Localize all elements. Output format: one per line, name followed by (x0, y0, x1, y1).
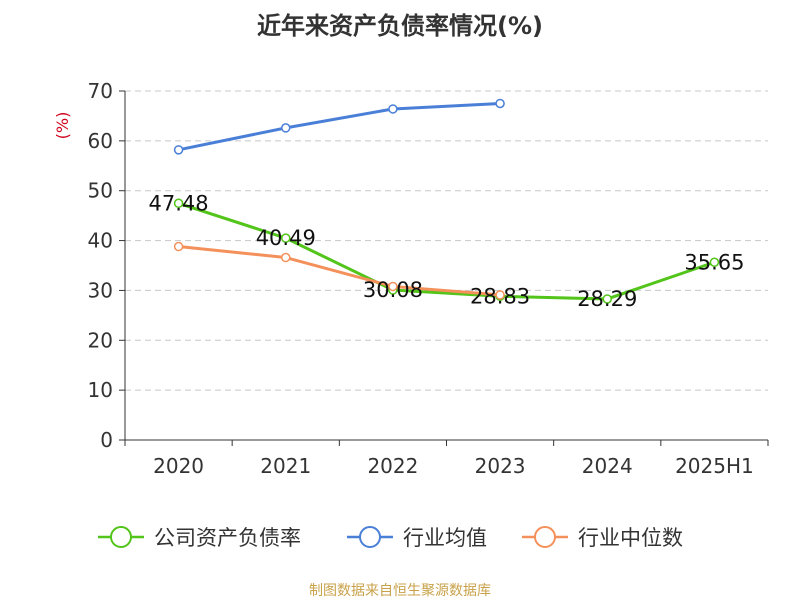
legend-item[interactable]: 行业均值 (347, 526, 487, 550)
chart-title: 近年来资产负债率情况(%) (257, 12, 543, 40)
data-label: 40.49 (256, 226, 316, 250)
data-point (281, 233, 291, 243)
data-labels: 47.48 40.49 30.08 28.83 28.29 35.65 (149, 191, 745, 311)
legend-item[interactable]: 行业中位数 (522, 526, 683, 550)
y-tick-label: 0 (100, 428, 113, 452)
y-tick-label: 30 (88, 278, 113, 302)
data-point (388, 281, 398, 292)
data-label: 35.65 (684, 250, 744, 274)
legend-label: 行业均值 (403, 526, 487, 550)
legend-label: 公司资产负债率 (154, 526, 301, 550)
axes: 0 10 20 30 40 50 60 70 (%) 2020 2021 2022 2023 2024 20… (53, 79, 769, 478)
y-tick-label: 20 (88, 328, 113, 352)
data-label: 28.83 (470, 284, 530, 308)
y-tick-label: 50 (88, 179, 113, 203)
data-point (173, 241, 184, 252)
y-tick-label: 60 (88, 129, 113, 153)
gridlines (125, 90, 768, 391)
y-axis-label: (%) (53, 112, 72, 140)
y-tick-label: 40 (88, 229, 113, 253)
source-note: 制图数据来自恒生聚源数据库 (309, 583, 491, 599)
data-point (602, 294, 612, 304)
data-label: 47.48 (149, 191, 209, 215)
data-point (388, 104, 398, 114)
x-tick-label: 2022 (367, 454, 418, 478)
legend-item[interactable]: 公司资产负债率 (98, 526, 301, 550)
x-tick-label: 2024 (582, 454, 633, 478)
data-label: 30.08 (363, 278, 423, 302)
y-tick-label: 70 (88, 79, 113, 103)
data-point (173, 145, 184, 155)
data-point (709, 257, 720, 268)
legend[interactable]: 公司资产负债率 行业均值 行业中位数 (98, 526, 683, 550)
series-lines (173, 98, 720, 304)
data-point (173, 198, 184, 209)
legend-marker (534, 526, 556, 548)
legend-marker (110, 526, 132, 548)
data-point (281, 123, 291, 133)
legend-marker (359, 526, 381, 548)
series-line (178, 201, 715, 301)
y-tick-label: 10 (88, 378, 113, 402)
data-point (281, 252, 291, 263)
x-tick-label: 2021 (260, 454, 311, 478)
legend-label: 行业中位数 (578, 526, 683, 550)
data-point (495, 98, 505, 109)
data-point (495, 290, 505, 300)
data-label: 28.29 (577, 287, 637, 311)
x-tick-label: 2025H1 (675, 454, 754, 478)
x-tick-label: 2023 (475, 454, 526, 478)
x-tick-label: 2020 (153, 454, 204, 478)
series-line (178, 245, 501, 297)
series-line (178, 101, 501, 152)
